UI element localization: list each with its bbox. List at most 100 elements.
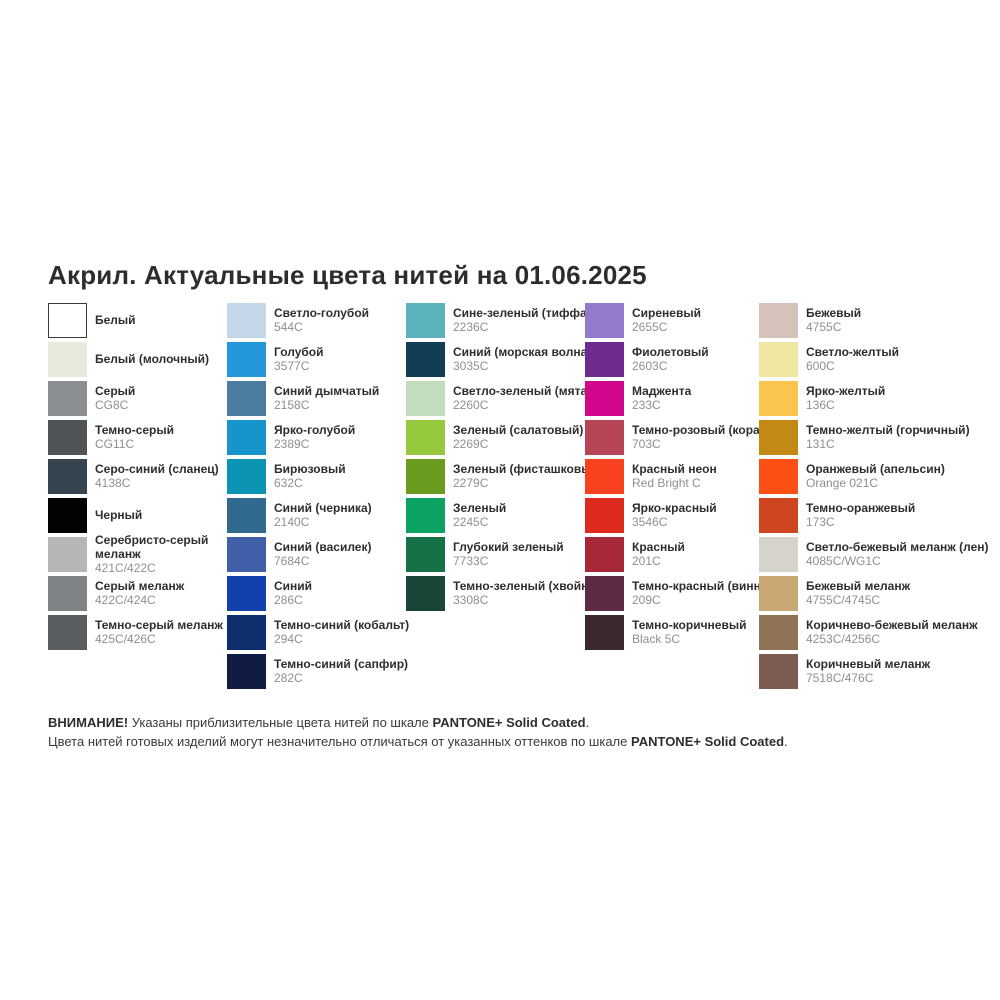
- color-name: Светло-зеленый (мята): [453, 383, 592, 398]
- color-name: Зеленый (фисташковый): [453, 461, 603, 476]
- color-code: 2245C: [453, 515, 489, 530]
- color-name: Синий (морская волна): [453, 344, 592, 359]
- color-label: Глубокий зеленый 7733C: [453, 539, 564, 568]
- color-code: CG8C: [95, 398, 129, 413]
- color-label: Темно-серый меланж 425C/426C: [95, 618, 223, 647]
- color-label: Красный неон Red Bright C: [632, 462, 717, 491]
- color-entry: Светло-зеленый (мята) 2260C: [406, 381, 610, 416]
- color-name: Оранжевый (апельсин): [806, 461, 945, 476]
- color-label: Ярко-голубой 2389C: [274, 423, 355, 451]
- color-code: 2236C: [453, 320, 489, 335]
- footer-pantone-2: PANTONE+ Solid Coated: [631, 733, 785, 749]
- color-name: Глубокий зеленый: [453, 539, 564, 554]
- color-swatch: [48, 459, 87, 494]
- color-swatch: [585, 303, 624, 338]
- color-code: 201C: [632, 554, 661, 569]
- color-entry: Светло-голубой 544C: [227, 303, 409, 338]
- color-entry: Черный: [48, 498, 223, 533]
- color-swatch: [48, 342, 87, 377]
- color-name: Синий (василек): [274, 539, 372, 554]
- color-name: Сиреневый: [632, 305, 701, 320]
- color-swatch: [48, 498, 87, 533]
- color-entry: Синий дымчатый 2158C: [227, 381, 409, 416]
- color-code: 2260C: [453, 398, 489, 413]
- color-swatch: [406, 459, 445, 494]
- color-code: 4755C: [806, 320, 842, 335]
- color-entry: Коричнево-бежевый меланж 4253C/4256C: [759, 615, 989, 650]
- color-code: 282C: [274, 671, 303, 686]
- color-label: Темно-розовый (коралл) 703C: [632, 422, 779, 451]
- color-label: Светло-зеленый (мята) 2260C: [453, 383, 592, 413]
- color-swatch: [227, 576, 266, 611]
- color-label: Ярко-желтый 136C: [806, 384, 885, 412]
- color-swatch: [759, 498, 798, 533]
- color-name: Темно-желтый (горчичный): [806, 422, 970, 437]
- color-entry: Белый: [48, 303, 223, 338]
- color-swatch: [48, 303, 87, 338]
- color-swatch: [48, 537, 87, 572]
- color-label: Светло-желтый 600C: [806, 345, 899, 373]
- color-code: 632C: [274, 476, 303, 491]
- color-code: 2655C: [632, 320, 668, 335]
- color-label: Ярко-красный 3546C: [632, 501, 717, 529]
- color-swatch: [48, 420, 87, 455]
- color-label: Серо-синий (сланец) 4138C: [95, 461, 219, 490]
- color-entry: Светло-желтый 600C: [759, 342, 989, 377]
- color-name: Темно-розовый (коралл): [632, 422, 779, 437]
- color-code: CG11C: [95, 437, 135, 452]
- color-name: Синий дымчатый: [274, 383, 380, 398]
- color-label: Сине-зеленый (тиффани) 2236C: [453, 306, 605, 335]
- color-swatch: [227, 498, 266, 533]
- color-code: 2279C: [453, 476, 489, 491]
- color-label: Белый: [95, 313, 136, 328]
- color-code: Red Bright C: [632, 476, 701, 491]
- color-entry: Бирюзовый 632C: [227, 459, 409, 494]
- color-swatch: [759, 615, 798, 650]
- color-code: 4253C/4256C: [806, 632, 881, 647]
- color-label: Темно-синий (кобальт) 294C: [274, 617, 410, 646]
- color-label: Синий (черника) 2140C: [274, 501, 372, 529]
- color-entry: Ярко-голубой 2389C: [227, 420, 409, 455]
- color-code: 421C/422C: [95, 561, 156, 575]
- color-entry: Темно-оранжевый 173C: [759, 498, 989, 533]
- color-name: Серый: [95, 383, 136, 398]
- color-swatch: [759, 420, 798, 455]
- color-name: Темно-синий (кобальт): [274, 617, 410, 632]
- color-entry: Фиолетовый 2603C: [585, 342, 782, 377]
- color-label: Темно-коричневый Black 5C: [632, 618, 746, 646]
- color-label: Бежевый меланж 4755C/4745C: [806, 579, 910, 608]
- footer-text-1: Указаны приблизительные цвета нитей по ш…: [128, 715, 433, 730]
- color-label: Зеленый 2245C: [453, 500, 507, 530]
- color-entry: Темно-синий (кобальт) 294C: [227, 615, 409, 650]
- footer-attention: ВНИМАНИЕ!: [48, 715, 129, 730]
- color-entry: Голубой 3577C: [227, 342, 409, 377]
- color-name: Темно-серый: [95, 422, 175, 437]
- color-entry: Синий (василек) 7684C: [227, 537, 409, 572]
- color-swatch: [227, 420, 266, 455]
- color-entry: Белый (молочный): [48, 342, 223, 377]
- color-label: Черный: [95, 508, 142, 523]
- color-code: 233C: [632, 398, 661, 413]
- color-swatch: [406, 576, 445, 611]
- color-entry: Темно-розовый (коралл) 703C: [585, 420, 782, 455]
- color-name: Зеленый: [453, 500, 507, 515]
- color-swatch: [585, 342, 624, 377]
- color-swatch: [406, 381, 445, 416]
- color-label: Фиолетовый 2603C: [632, 345, 709, 373]
- color-code: 4755C/4745C: [806, 593, 881, 608]
- color-name: Светло-голубой: [274, 305, 370, 320]
- color-label: Серый меланж 422C/424C: [95, 579, 184, 607]
- color-label: Коричнево-бежевый меланж 4253C/4256C: [806, 618, 978, 647]
- color-column-2: Светло-голубой 544C Голубой 3577C Синий дымч…: [227, 303, 409, 693]
- color-name: Серебристо-серый меланж: [95, 533, 209, 561]
- color-swatch: [406, 303, 445, 338]
- color-swatch: [227, 459, 266, 494]
- color-name: Голубой: [274, 344, 324, 359]
- color-name: Серо-синий (сланец): [95, 461, 219, 476]
- color-name: Светло-бежевый меланж (лен): [806, 539, 989, 554]
- color-label: Серый CG8C: [95, 383, 136, 413]
- color-entry: Темно-зеленый (хвойный) 3308C: [406, 576, 610, 611]
- color-label: Красный 201C: [632, 540, 685, 569]
- color-code: 425C/426C: [95, 632, 156, 647]
- color-code: 2158C: [274, 398, 310, 413]
